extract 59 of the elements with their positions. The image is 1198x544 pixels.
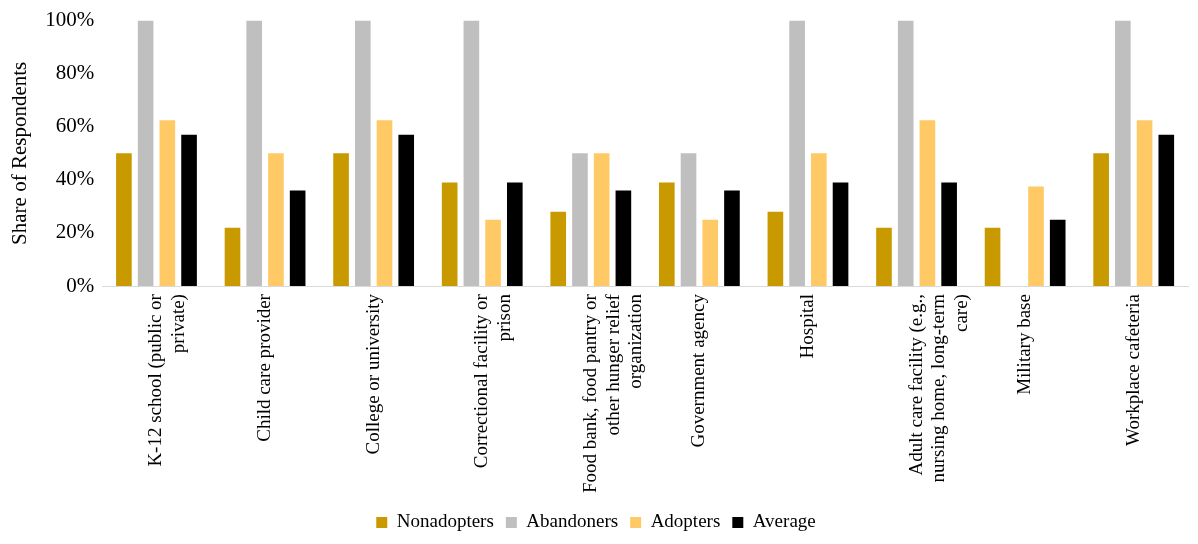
y-tick-label: 80%	[55, 60, 95, 85]
x-tick-label: Child care provider	[253, 293, 275, 442]
bar	[1049, 219, 1066, 287]
bar	[1028, 186, 1044, 287]
bar	[159, 120, 176, 287]
bar	[897, 20, 914, 287]
bar	[550, 211, 567, 287]
bar	[1115, 20, 1131, 287]
bar	[398, 134, 415, 287]
x-tick-label: College or university	[361, 293, 383, 455]
bar	[659, 182, 675, 287]
legend-label: Nonadopters	[396, 510, 494, 532]
bar	[593, 153, 610, 287]
bar	[941, 182, 957, 287]
y-tick-label: 60%	[55, 113, 95, 138]
bar	[376, 120, 393, 287]
bar	[572, 153, 588, 287]
legend-label: Adopters	[650, 510, 721, 532]
bar	[832, 182, 849, 287]
x-tick-label: Adult care facility (e.g., nursing home, long-term care)	[904, 293, 973, 483]
x-tick-label: Correctional facility or prison	[470, 293, 515, 469]
bar	[268, 153, 284, 287]
x-tick-label: K-12 school (public or private)	[144, 293, 190, 467]
bar	[1158, 134, 1175, 287]
bar	[441, 182, 458, 287]
bar	[680, 153, 697, 287]
bar	[224, 227, 241, 287]
bar	[181, 134, 197, 287]
bar	[984, 227, 1001, 287]
x-tick-label: Military base	[1013, 294, 1035, 395]
bar	[354, 20, 371, 287]
bar	[615, 190, 632, 287]
y-tick-label: 0%	[66, 272, 95, 297]
bar	[1136, 120, 1153, 287]
bar	[289, 190, 306, 287]
bar	[506, 182, 523, 287]
y-tick-label: 20%	[55, 219, 95, 244]
bar	[789, 20, 805, 287]
legend-label: Average	[752, 510, 816, 532]
bar	[811, 153, 827, 287]
bar	[137, 20, 154, 287]
bar	[1093, 153, 1109, 287]
bar	[485, 219, 501, 287]
bar	[876, 227, 892, 287]
legend-label: Abandoners	[526, 510, 619, 532]
x-tick-label: Government agency	[687, 293, 709, 448]
y-tick-label: 100%	[45, 7, 95, 32]
bar	[116, 153, 132, 287]
x-tick-label: Workplace cafeteria	[1121, 293, 1143, 447]
bar	[767, 211, 784, 287]
y-axis-title: Share of Respondents	[7, 61, 32, 245]
bar	[702, 219, 719, 287]
bar	[333, 153, 349, 287]
bar	[463, 20, 480, 287]
bar	[246, 20, 263, 287]
bar	[724, 190, 740, 287]
bar	[919, 120, 936, 287]
x-tick-label: Hospital	[795, 294, 817, 359]
y-tick-label: 40%	[55, 166, 95, 191]
